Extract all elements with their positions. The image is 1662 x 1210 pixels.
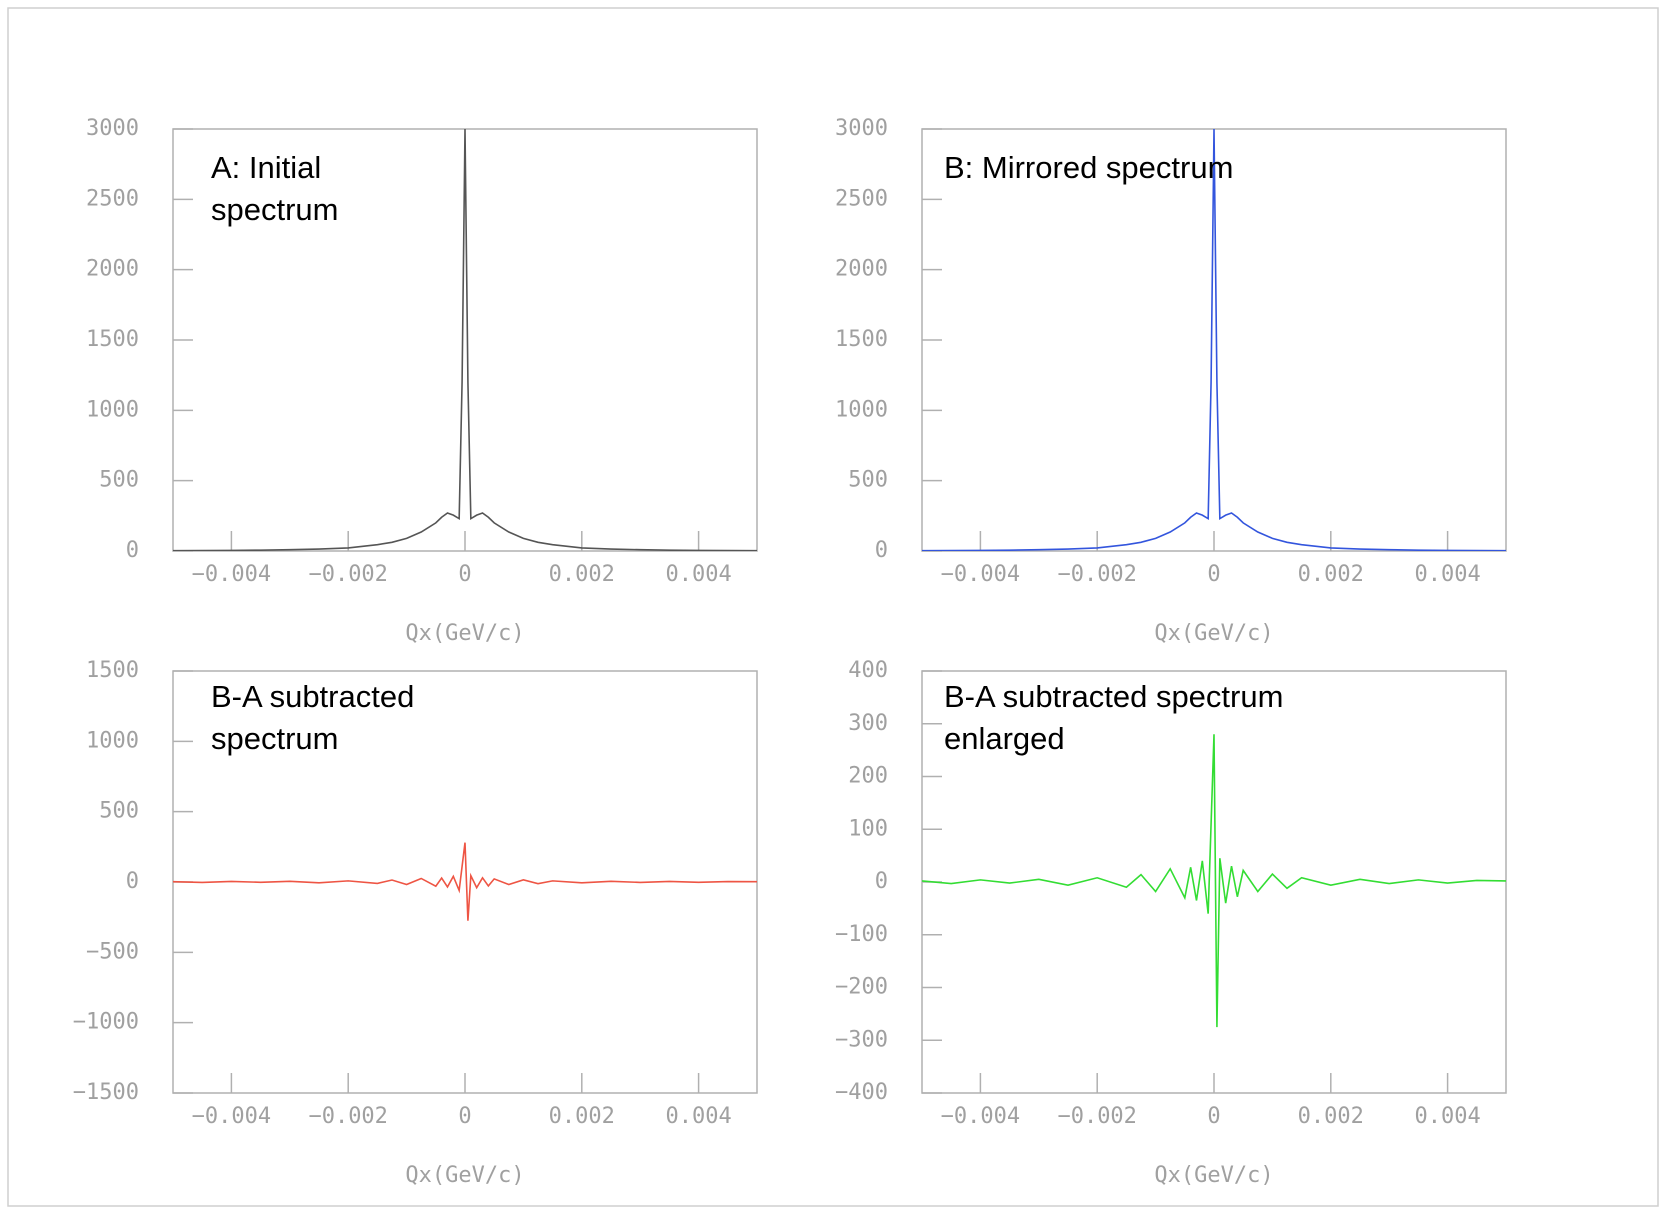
y-tick-label: −400 xyxy=(835,1080,888,1105)
y-tick-label: 2500 xyxy=(835,186,888,211)
y-tick-label: −200 xyxy=(835,975,888,1000)
spectrum-line xyxy=(922,734,1506,1028)
x-tick-label: 0 xyxy=(458,1104,471,1129)
x-tick-label: −0.002 xyxy=(1057,1104,1136,1129)
x-axis-title: Qx(GeV/c) xyxy=(1154,1163,1273,1188)
y-tick-label: 0 xyxy=(875,538,888,563)
y-tick-label: 300 xyxy=(848,711,888,736)
panel-annotation: A: Initial xyxy=(211,150,321,185)
x-tick-label: 0.004 xyxy=(1414,562,1480,587)
x-tick-label: −0.004 xyxy=(941,562,1020,587)
y-tick-label: 400 xyxy=(848,658,888,683)
panel-annotation: B-A subtracted xyxy=(211,679,414,714)
y-tick-label: 2000 xyxy=(86,257,139,282)
x-tick-label: 0 xyxy=(458,562,471,587)
x-tick-label: −0.002 xyxy=(308,562,387,587)
y-tick-label: 1500 xyxy=(835,327,888,352)
y-tick-label: 0 xyxy=(875,869,888,894)
y-tick-label: 100 xyxy=(848,816,888,841)
y-tick-label: −1000 xyxy=(73,1010,139,1035)
panel-annotation: spectrum xyxy=(211,192,338,227)
y-tick-label: 200 xyxy=(848,764,888,789)
y-tick-label: 500 xyxy=(848,468,888,493)
spectrum-line xyxy=(173,129,757,551)
x-tick-label: −0.004 xyxy=(192,1104,271,1129)
y-tick-label: 0 xyxy=(126,869,139,894)
x-tick-label: 0.004 xyxy=(665,1104,731,1129)
x-tick-label: −0.004 xyxy=(192,562,271,587)
y-tick-label: 1000 xyxy=(835,397,888,422)
x-tick-label: 0.002 xyxy=(1298,562,1364,587)
x-tick-label: 0 xyxy=(1207,1104,1220,1129)
panel-annotation: B: Mirrored spectrum xyxy=(944,150,1233,185)
x-tick-label: 0 xyxy=(1207,562,1220,587)
x-tick-label: 0.004 xyxy=(1414,1104,1480,1129)
y-tick-label: 1500 xyxy=(86,658,139,683)
y-tick-label: 500 xyxy=(99,468,139,493)
y-tick-label: 500 xyxy=(99,799,139,824)
panel-annotation: enlarged xyxy=(944,721,1065,756)
y-tick-label: −100 xyxy=(835,922,888,947)
spectrum-line xyxy=(173,842,757,921)
x-tick-label: 0.002 xyxy=(549,562,615,587)
x-tick-label: −0.004 xyxy=(941,1104,1020,1129)
x-tick-label: −0.002 xyxy=(308,1104,387,1129)
x-tick-label: 0.002 xyxy=(1298,1104,1364,1129)
spectrum-line xyxy=(922,129,1506,551)
y-tick-label: −1500 xyxy=(73,1080,139,1105)
y-tick-label: −500 xyxy=(86,939,139,964)
y-tick-label: 1500 xyxy=(86,327,139,352)
y-tick-label: 1000 xyxy=(86,397,139,422)
y-tick-label: 3000 xyxy=(835,116,888,141)
y-tick-label: 2000 xyxy=(835,257,888,282)
x-axis-title: Qx(GeV/c) xyxy=(405,621,524,646)
panel-annotation: B-A subtracted spectrum xyxy=(944,679,1283,714)
x-tick-label: −0.002 xyxy=(1057,562,1136,587)
y-tick-label: −300 xyxy=(835,1027,888,1052)
x-axis-title: Qx(GeV/c) xyxy=(1154,621,1273,646)
x-tick-label: 0.004 xyxy=(665,562,731,587)
y-tick-label: 0 xyxy=(126,538,139,563)
x-axis-title: Qx(GeV/c) xyxy=(405,1163,524,1188)
y-tick-label: 3000 xyxy=(86,116,139,141)
panel-annotation: spectrum xyxy=(211,721,338,756)
frame xyxy=(7,7,1659,1207)
x-tick-label: 0.002 xyxy=(549,1104,615,1129)
y-tick-label: 2500 xyxy=(86,186,139,211)
y-tick-label: 1000 xyxy=(86,728,139,753)
